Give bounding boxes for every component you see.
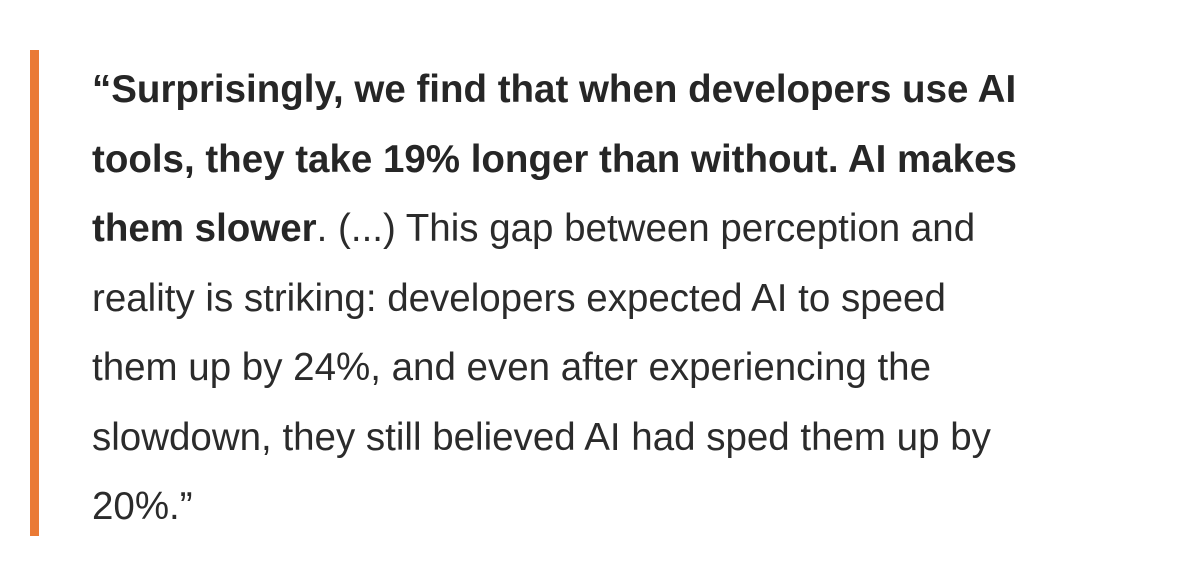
- quote-line-3: them slower. (...) This gap between perc…: [92, 194, 1167, 264]
- quote-line-1: “Surprisingly, we find that when develop…: [92, 68, 1017, 111]
- quote-accent-bar: [30, 50, 39, 536]
- quote-line-3-rest: . (...) This gap between perception and: [316, 207, 976, 250]
- quote-emphasis: them slower: [92, 207, 317, 250]
- quote-line-7: 20%.”: [92, 485, 193, 528]
- quote-line-6: slowdown, they still believed AI had spe…: [92, 415, 991, 459]
- quote-text: “Surprisingly, we find that when develop…: [92, 55, 1167, 542]
- blockquote: “Surprisingly, we find that when develop…: [30, 50, 1170, 536]
- quote-line-5: them up by 24%, and even after experienc…: [92, 346, 931, 389]
- quote-line-4: reality is striking: developers expected…: [92, 276, 946, 320]
- quote-line-2: tools, they take 19% longer than without…: [92, 137, 1017, 181]
